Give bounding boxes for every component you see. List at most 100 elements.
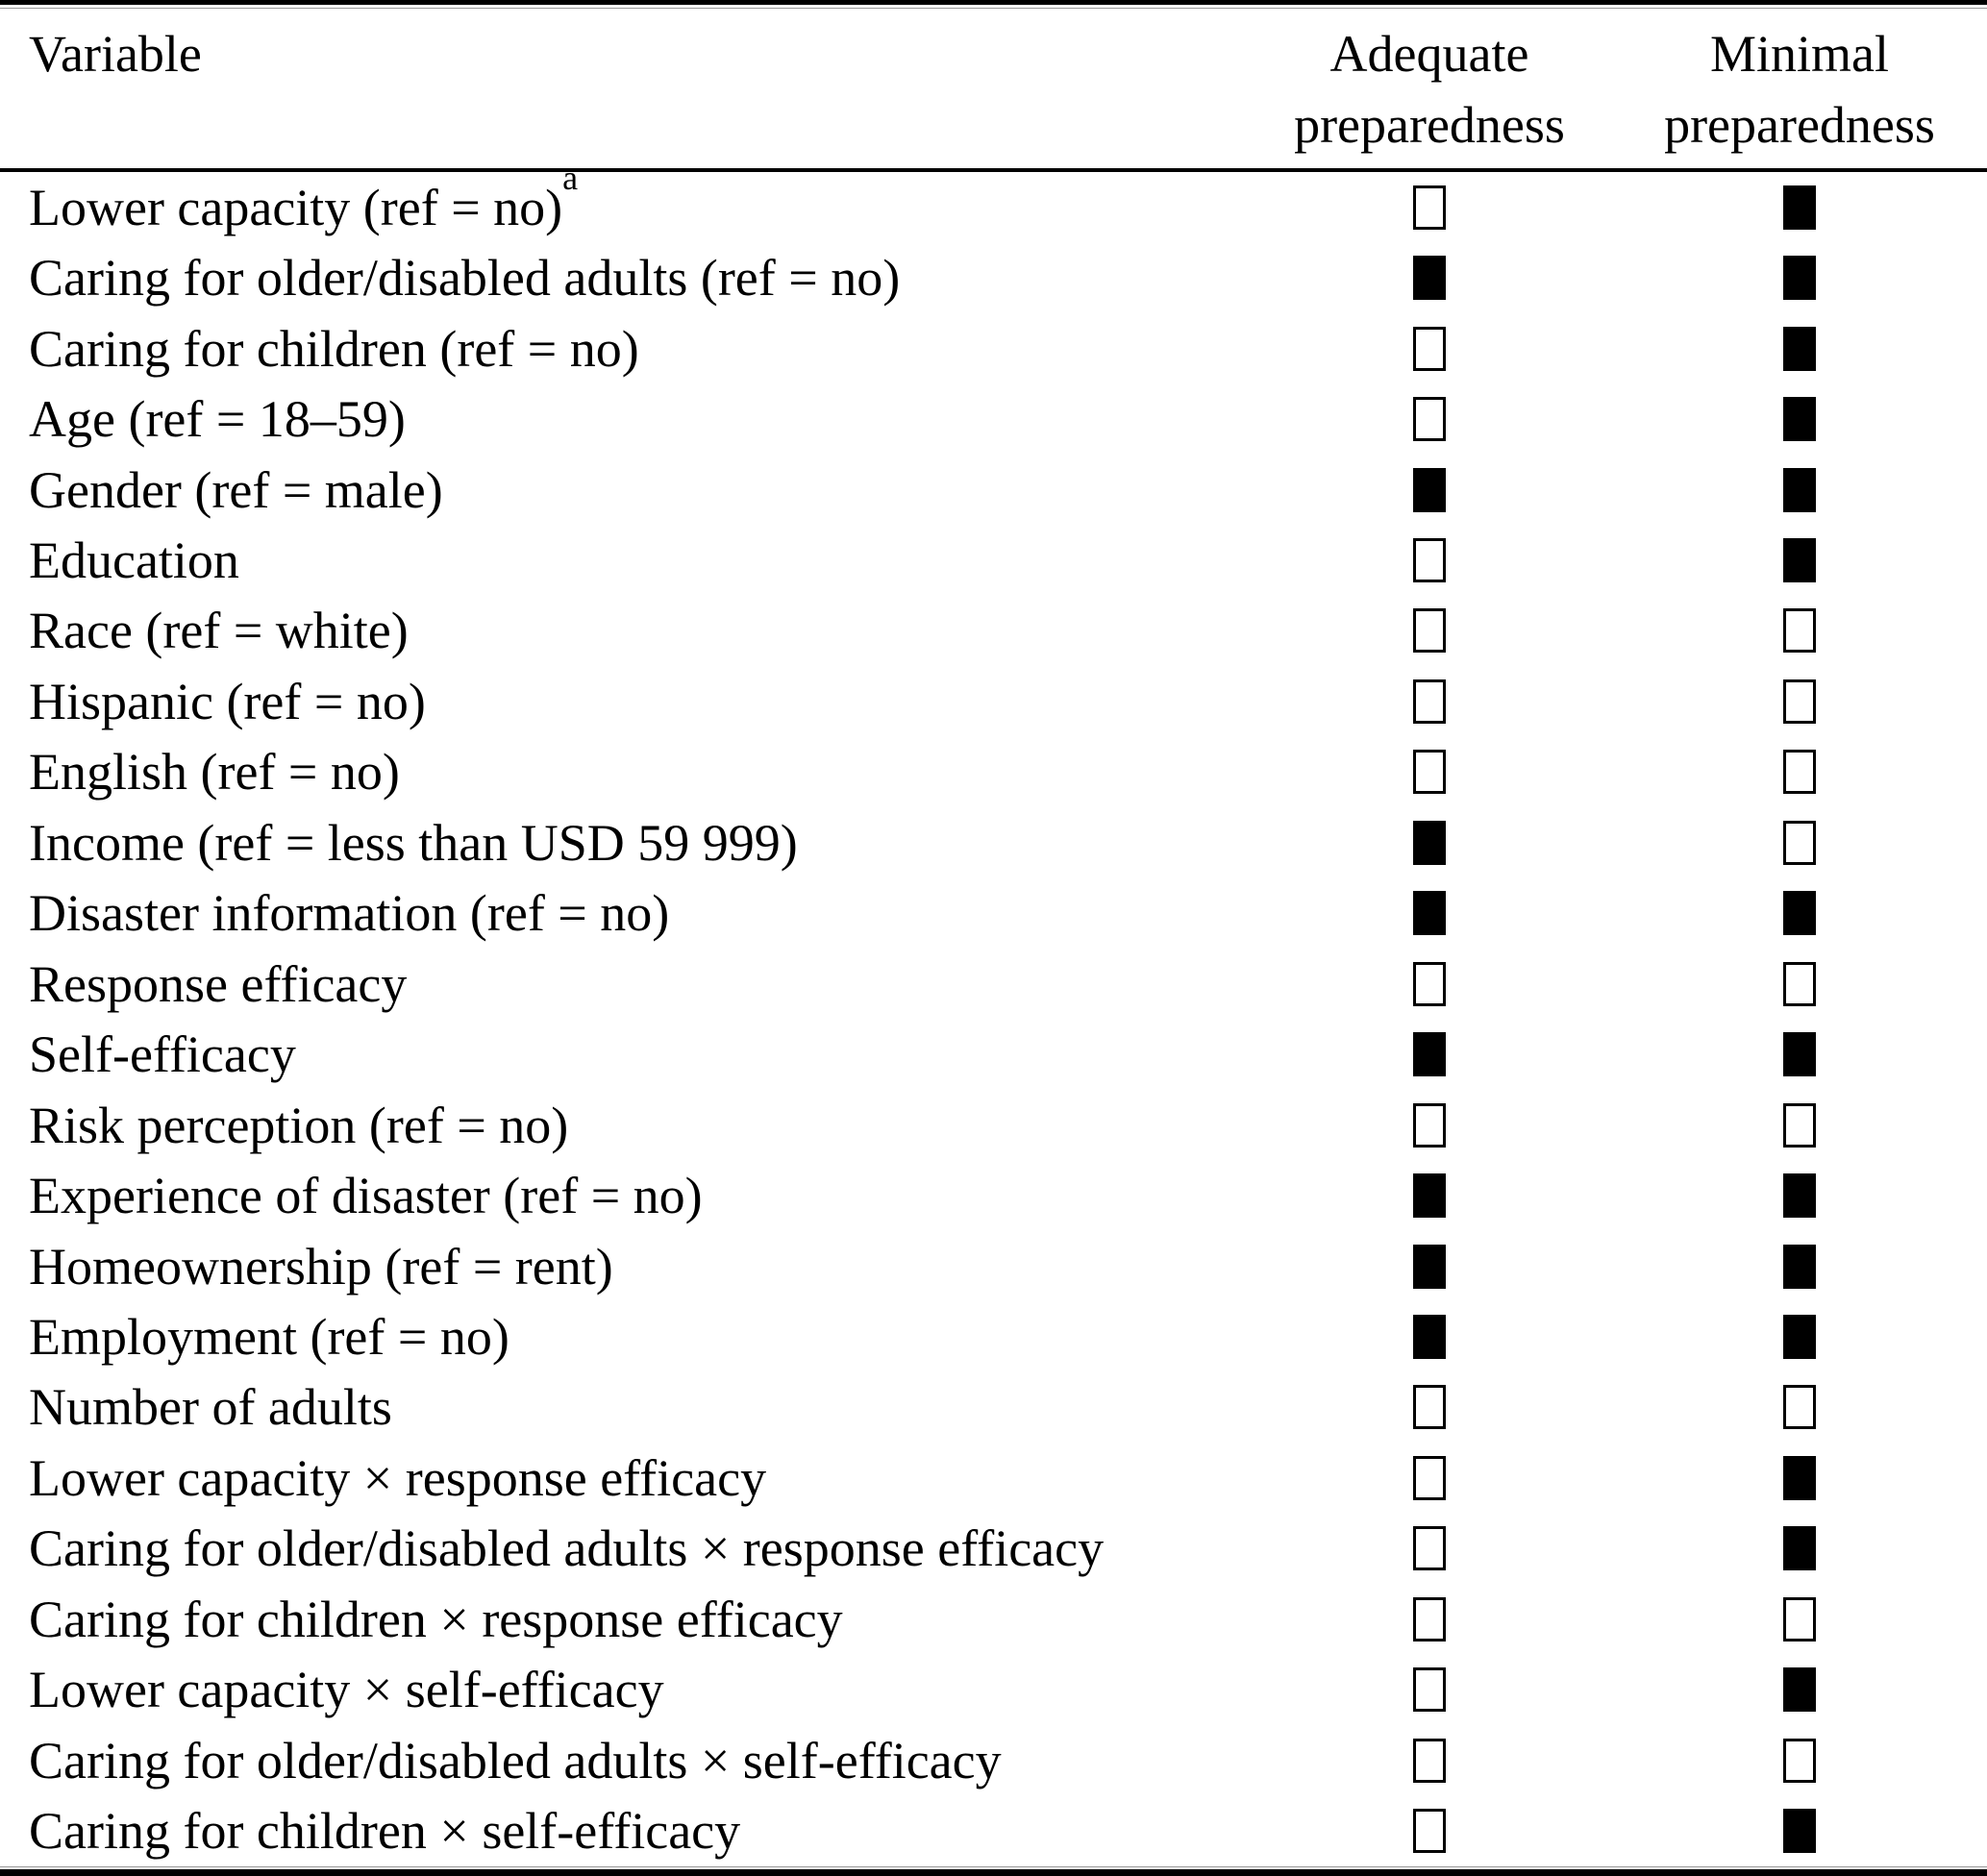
table-body: Lower capacity (ref = no)a Caring for ol… (0, 158, 1987, 1866)
minimal-preparedness-cell (1641, 891, 1958, 936)
table-row: Number of adults (0, 1372, 1987, 1443)
variable-label: Income (ref = less than USD 59 999) (29, 813, 798, 872)
adequate-preparedness-cell (1218, 1173, 1641, 1219)
adequate-preparedness-cell (1218, 1102, 1641, 1148)
empty-square-icon (1783, 1385, 1816, 1430)
variable-label: Caring for children (ref = no) (29, 319, 639, 378)
minimal-preparedness-cell (1641, 1385, 1958, 1430)
minimal-preparedness-cell (1641, 397, 1958, 442)
filled-square-icon (1783, 1809, 1816, 1854)
table-bottom-rule (0, 1866, 1987, 1876)
adequate-preparedness-cell (1218, 1385, 1641, 1430)
table-row: Education (0, 525, 1987, 595)
adequate-preparedness-cell (1218, 820, 1641, 865)
filled-square-icon (1783, 1455, 1816, 1500)
table-row: Self-efficacy (0, 1019, 1987, 1089)
variable-label: Hispanic (ref = no) (29, 672, 426, 730)
empty-square-icon (1783, 961, 1816, 1006)
variable-label: Race (ref = white) (29, 602, 409, 660)
table-row: Caring for children × self-efficacy (0, 1795, 1987, 1865)
filled-square-icon (1783, 256, 1816, 301)
minimal-preparedness-cell (1641, 961, 1958, 1006)
minimal-preparedness-cell (1641, 679, 1958, 724)
minimal-preparedness-cell (1641, 1102, 1958, 1148)
column-header-adequate-preparedness: Adequate preparedness (1294, 25, 1565, 154)
filled-square-icon (1413, 891, 1446, 936)
empty-square-icon (1413, 537, 1446, 582)
adequate-preparedness-cell (1218, 1667, 1641, 1713)
filled-square-icon (1413, 820, 1446, 865)
column-header-variable: Variable (29, 25, 202, 83)
variable-label: Caring for older/disabled adults (ref = … (29, 249, 901, 308)
adequate-preparedness-cell (1218, 1032, 1641, 1077)
table-row: Caring for children × response efficacy (0, 1584, 1987, 1654)
table-header-row: Variable Adequate preparedness Minimal p… (0, 9, 1987, 168)
empty-square-icon (1413, 1809, 1446, 1854)
variable-label: Number of adults (29, 1378, 392, 1437)
adequate-preparedness-cell (1218, 1738, 1641, 1783)
adequate-preparedness-cell (1218, 1526, 1641, 1571)
empty-square-icon (1783, 679, 1816, 724)
variable-label: Gender (ref = male) (29, 460, 443, 519)
adequate-preparedness-cell (1218, 326, 1641, 371)
table-row: Response efficacy (0, 949, 1987, 1019)
minimal-preparedness-cell (1641, 1314, 1958, 1359)
empty-square-icon (1783, 1738, 1816, 1783)
minimal-preparedness-cell (1641, 1809, 1958, 1854)
empty-square-icon (1413, 326, 1446, 371)
empty-square-icon (1413, 185, 1446, 230)
empty-square-icon (1413, 608, 1446, 654)
variable-label: Employment (ref = no) (29, 1307, 509, 1366)
minimal-preparedness-cell (1641, 750, 1958, 795)
variable-label: Caring for older/disabled adults × self-… (29, 1731, 1002, 1790)
table-row: Homeownership (ref = rent) (0, 1231, 1987, 1301)
minimal-preparedness-cell (1641, 326, 1958, 371)
variable-label: Caring for children × response efficacy (29, 1590, 843, 1648)
variable-label: Lower capacity (ref = no)a (29, 158, 579, 236)
table-row: English (ref = no) (0, 737, 1987, 807)
empty-square-icon (1783, 608, 1816, 654)
filled-square-icon (1783, 397, 1816, 442)
minimal-preparedness-cell (1641, 1596, 1958, 1642)
adequate-preparedness-cell (1218, 1244, 1641, 1289)
table-row: Gender (ref = male) (0, 455, 1987, 525)
adequate-preparedness-cell (1218, 185, 1641, 230)
variable-label: Response efficacy (29, 954, 408, 1013)
filled-square-icon (1413, 467, 1446, 512)
adequate-preparedness-cell (1218, 1314, 1641, 1359)
variable-label: Lower capacity × response efficacy (29, 1448, 767, 1507)
minimal-preparedness-cell (1641, 1173, 1958, 1219)
variable-label: Lower capacity × self-efficacy (29, 1661, 664, 1719)
filled-square-icon (1783, 537, 1816, 582)
empty-square-icon (1413, 1596, 1446, 1642)
empty-square-icon (1783, 1596, 1816, 1642)
filled-square-icon (1413, 1314, 1446, 1359)
empty-square-icon (1413, 1455, 1446, 1500)
filled-square-icon (1783, 1032, 1816, 1077)
table-row: Race (ref = white) (0, 596, 1987, 666)
minimal-preparedness-cell (1641, 820, 1958, 865)
empty-square-icon (1413, 397, 1446, 442)
filled-square-icon (1783, 1244, 1816, 1289)
minimal-preparedness-cell (1641, 185, 1958, 230)
minimal-preparedness-cell (1641, 1738, 1958, 1783)
table-row: Caring for older/disabled adults (ref = … (0, 242, 1987, 312)
filled-square-icon (1413, 1244, 1446, 1289)
adequate-preparedness-cell (1218, 891, 1641, 936)
empty-square-icon (1413, 1385, 1446, 1430)
adequate-preparedness-cell (1218, 1455, 1641, 1500)
minimal-preparedness-cell (1641, 467, 1958, 512)
empty-square-icon (1413, 961, 1446, 1006)
minimal-preparedness-cell (1641, 1032, 1958, 1077)
filled-square-icon (1783, 1667, 1816, 1713)
table-row: Disaster information (ref = no) (0, 878, 1987, 949)
table-top-rule (0, 0, 1987, 9)
filled-square-icon (1783, 185, 1816, 230)
empty-square-icon (1783, 750, 1816, 795)
table-row: Age (ref = 18–59) (0, 383, 1987, 454)
adequate-preparedness-cell (1218, 1596, 1641, 1642)
variable-label: Homeownership (ref = rent) (29, 1237, 613, 1296)
filled-square-icon (1783, 1173, 1816, 1219)
variable-label: Caring for children × self-efficacy (29, 1802, 741, 1861)
